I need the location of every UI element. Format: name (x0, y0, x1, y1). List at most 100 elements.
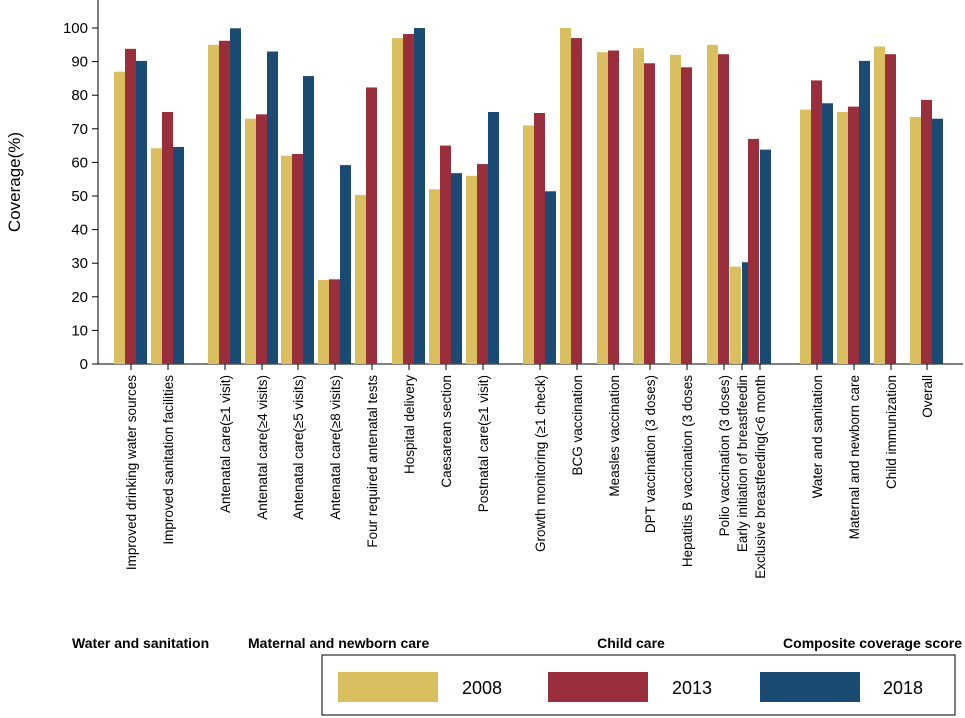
bar-2018-exclusive-breastfeeding-6-month (760, 149, 771, 364)
category-label-hospital-delivery: Hospital delivery (402, 375, 417, 474)
bar-2013-water-and-sanitation (811, 80, 822, 364)
category-label-caesarean-section: Caesarean section (439, 375, 454, 488)
bar-2008-antenatal-care-8-visits (318, 280, 329, 364)
y-tick-label: 40 (71, 222, 88, 239)
category-label-maternal-and-newborn-care: Maternal and newborn care (847, 375, 862, 539)
bar-2013-hepatitis-b-vaccination-3-doses (681, 67, 692, 364)
bar-2013-postnatal-care-1-visit (477, 164, 488, 364)
bar-2018-hospital-delivery (414, 28, 425, 364)
bar-2013-antenatal-care-1-visit (219, 40, 230, 364)
category-label-early-initiation-of-breastfeedin: Early initiation of breastfeedin (735, 375, 750, 552)
bar-2013-child-immunization (885, 54, 896, 364)
bar-2008-hepatitis-b-vaccination-3-doses (670, 54, 681, 364)
category-label-antenatal-care-1-visit: Antenatal care(≥1 visit) (218, 375, 233, 513)
y-tick-label: 70 (71, 121, 88, 138)
y-tick-label: 30 (71, 255, 88, 272)
bar-2018-antenatal-care-5-visits (303, 76, 314, 364)
category-label-postnatal-care-1-visit: Postnatal care(≥1 visit) (476, 375, 491, 512)
category-label-hepatitis-b-vaccination-3-doses: Hepatitis B vaccination (3 doses (680, 375, 695, 567)
y-tick-label: 50 (71, 188, 88, 205)
bar-2008-improved-drinking-water-sources (114, 71, 125, 365)
bar-2018-growth-monitoring-1-check (545, 191, 556, 364)
category-label-child-immunization: Child immunization (884, 375, 899, 489)
bar-2008-dpt-vaccination-3-doses (633, 48, 644, 364)
bar-2008-maternal-and-newborn-care (837, 112, 848, 364)
bar-2008-antenatal-care-1-visit (208, 44, 219, 365)
bar-2013-maternal-and-newborn-care (848, 106, 859, 365)
bar-2018-caesarean-section (451, 173, 462, 364)
category-label-improved-drinking-water-sources: Improved drinking water sources (124, 375, 139, 570)
bar-2013-four-required-antenatal-tests (366, 87, 377, 365)
bar-2008-water-and-sanitation (800, 109, 811, 364)
bar-2018-improved-sanitation-facilities (173, 146, 184, 364)
bar-2008-growth-monitoring-1-check (523, 125, 534, 364)
bar-2013-improved-sanitation-facilities (162, 112, 173, 364)
bar-2008-caesarean-section (429, 189, 440, 364)
legend: 2008 2013 2018 (321, 654, 956, 716)
bar-2018-postnatal-care-1-visit (488, 112, 499, 364)
bar-2008-overall (910, 117, 921, 364)
bar-2013-improved-drinking-water-sources (125, 48, 136, 364)
y-tick-label: 0 (80, 356, 88, 373)
category-label-water-and-sanitation: Water and sanitation (810, 375, 825, 498)
bar-2013-antenatal-care-4-visits (256, 114, 267, 365)
bar-2013-measles-vaccination (608, 50, 619, 365)
group-label-child-care: Child care (597, 635, 665, 651)
category-label-four-required-antenatal-tests: Four required antenatal tests (365, 375, 380, 548)
y-tick-label: 10 (71, 322, 88, 339)
bar-2018-antenatal-care-1-visit (230, 28, 241, 365)
group-label-maternal-and-newborn-care: Maternal and newborn care (248, 635, 429, 651)
bar-2018-overall (932, 118, 943, 364)
category-label-antenatal-care-8-visits: Antenatal care(≥8 visits) (328, 375, 343, 520)
bar-2013-antenatal-care-5-visits (292, 154, 303, 364)
bar-2013-caesarean-section (440, 145, 451, 364)
legend-key-2018 (760, 672, 860, 702)
bar-2008-four-required-antenatal-tests (355, 194, 366, 364)
bar-2013-growth-monitoring-1-check (534, 113, 545, 365)
legend-label-2008: 2008 (462, 678, 502, 698)
bar-2008-hospital-delivery (392, 38, 403, 365)
category-label-measles-vaccination: Measles vaccination (607, 375, 622, 497)
x-axis-ticks (130, 364, 928, 370)
y-tick-label: 80 (71, 87, 88, 104)
bar-2013-overall (921, 99, 932, 365)
legend-label-2018: 2018 (883, 678, 923, 698)
category-label-antenatal-care-4-visits: Antenatal care(≥4 visits) (255, 375, 270, 520)
bar-2008-improved-sanitation-facilities (151, 148, 162, 364)
category-label-growth-monitoring-1-check: Growth monitoring (≥1 check) (533, 375, 548, 552)
bar-2008-bcg-vaccination (560, 28, 571, 364)
group-labels: Water and sanitation Maternal and newborn… (72, 635, 962, 651)
group-label-composite-coverage-score: Composite coverage score (783, 635, 962, 651)
category-labels: Improved drinking water sources Improved … (124, 375, 935, 579)
category-label-polio-vaccination-3-doses: Polio vaccination (3 doses) (717, 375, 732, 536)
bar-2018-maternal-and-newborn-care (859, 60, 870, 364)
y-tick-label: 60 (71, 154, 88, 171)
bar-2013-dpt-vaccination-3-doses (644, 63, 655, 364)
category-label-dpt-vaccination-3-doses: DPT vaccination (3 doses) (643, 375, 658, 533)
bar-2008-measles-vaccination (597, 52, 608, 364)
bar-2008-antenatal-care-5-visits (281, 155, 292, 364)
bar-2013-exclusive-breastfeeding-6-month (748, 138, 759, 364)
bars (114, 28, 943, 365)
category-label-bcg-vaccination: BCG vaccination (570, 375, 585, 476)
legend-label-2013: 2013 (672, 678, 712, 698)
bar-2013-polio-vaccination-3-doses (718, 54, 729, 364)
y-tick-label: 20 (71, 289, 88, 306)
group-label-water-and-sanitation: Water and sanitation (72, 635, 209, 651)
bar-2008-antenatal-care-4-visits (245, 118, 256, 364)
bar-2013-bcg-vaccination (571, 38, 582, 365)
y-axis-ticks: 0 10 20 30 40 50 60 70 80 90 100 (63, 20, 98, 373)
bar-2008-early-initiation-of-breastfeedin (730, 266, 741, 364)
legend-key-2008 (338, 672, 438, 702)
bar-2008-polio-vaccination-3-doses (707, 44, 718, 365)
legend-key-2013 (548, 672, 648, 702)
bar-2008-postnatal-care-1-visit (466, 175, 477, 364)
bar-2018-early-initiation-of-breastfeedin (742, 262, 753, 364)
bar-2013-antenatal-care-8-visits (329, 279, 340, 364)
category-label-improved-sanitation-facilities: Improved sanitation facilities (161, 375, 176, 545)
bar-2018-improved-drinking-water-sources (136, 60, 147, 364)
bar-2018-antenatal-care-8-visits (340, 165, 351, 364)
bar-2008-child-immunization (874, 46, 885, 364)
category-label-overall: Overall (920, 375, 935, 418)
